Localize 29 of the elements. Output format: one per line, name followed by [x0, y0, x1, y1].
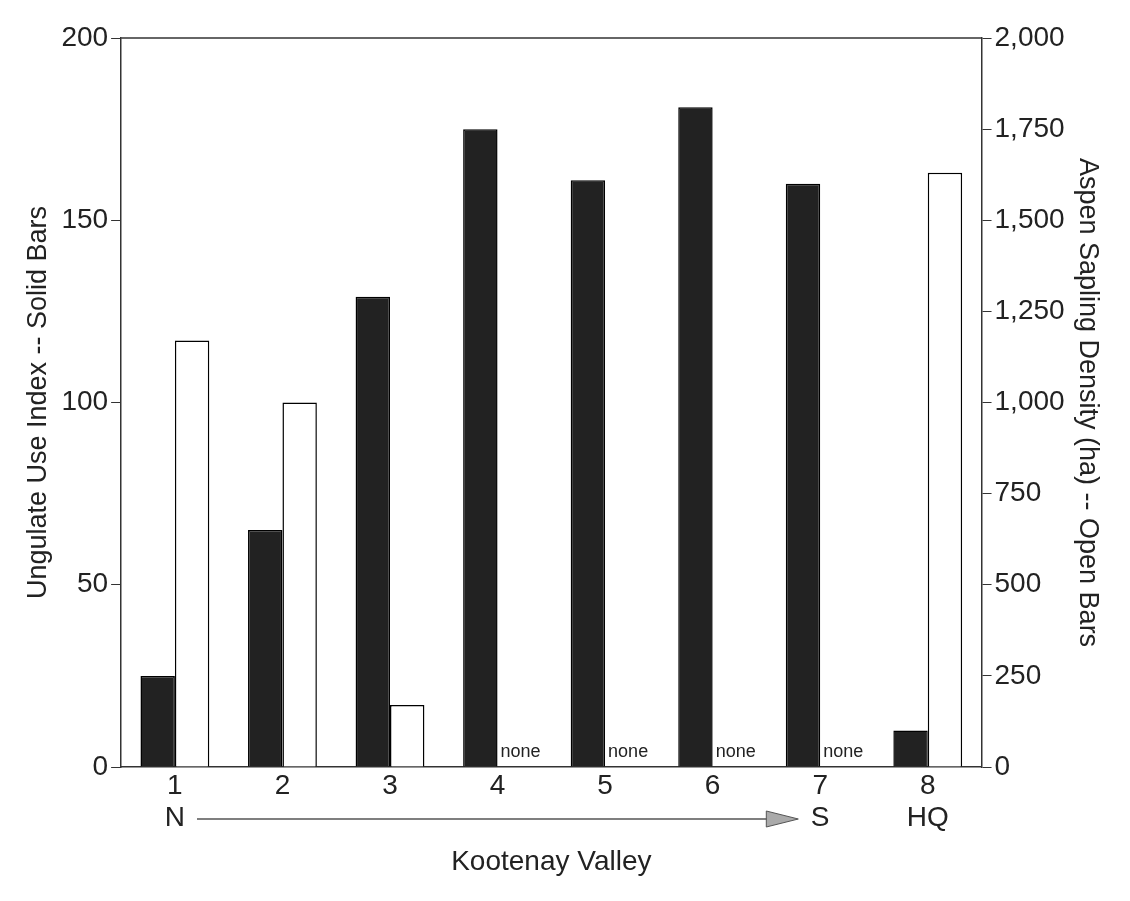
x-tick-label: 4	[489, 768, 506, 800]
y2-axis-title: Aspen Sapling Density (ha) -- Open Bars	[1074, 157, 1105, 648]
y-tick-label: 0	[92, 749, 109, 781]
y-axis-title: Ungulate Use Index -- Solid Bars	[21, 205, 52, 600]
x-tick-label: 2	[274, 768, 291, 800]
annotation: none	[500, 740, 541, 761]
x-tick-label: 7 S	[810, 768, 830, 833]
y2-tick-label: 500	[994, 567, 1042, 599]
y2-tick-label: 2,000	[994, 20, 1065, 52]
y2-tick-label: 0	[994, 749, 1011, 781]
annotation: none	[715, 740, 756, 761]
x-tick-label: 5	[597, 768, 613, 800]
x-axis-title: Kootenay Valley	[451, 844, 652, 876]
y2-tick-label: 1,500	[994, 202, 1065, 234]
annotation: none	[823, 740, 864, 761]
y-tick-label: 100	[61, 385, 109, 417]
y-tick-label: 50	[76, 567, 109, 599]
y2-tick-label: 1,750	[994, 111, 1065, 143]
x-tick-label: 3	[382, 768, 398, 800]
x-tick-label: 8 HQ	[906, 768, 949, 833]
x-tick-label: 1 N	[164, 768, 186, 833]
y2-tick-label: 750	[994, 476, 1042, 508]
y-tick-label: 200	[61, 20, 109, 52]
y2-tick-label: 1,250	[994, 294, 1065, 326]
y-tick-label: 150	[61, 202, 109, 234]
y2-tick-label: 250	[994, 658, 1042, 690]
x-tick-label: 6	[704, 768, 721, 800]
annotation: none	[608, 740, 649, 761]
y2-tick-label: 1,000	[994, 385, 1065, 417]
